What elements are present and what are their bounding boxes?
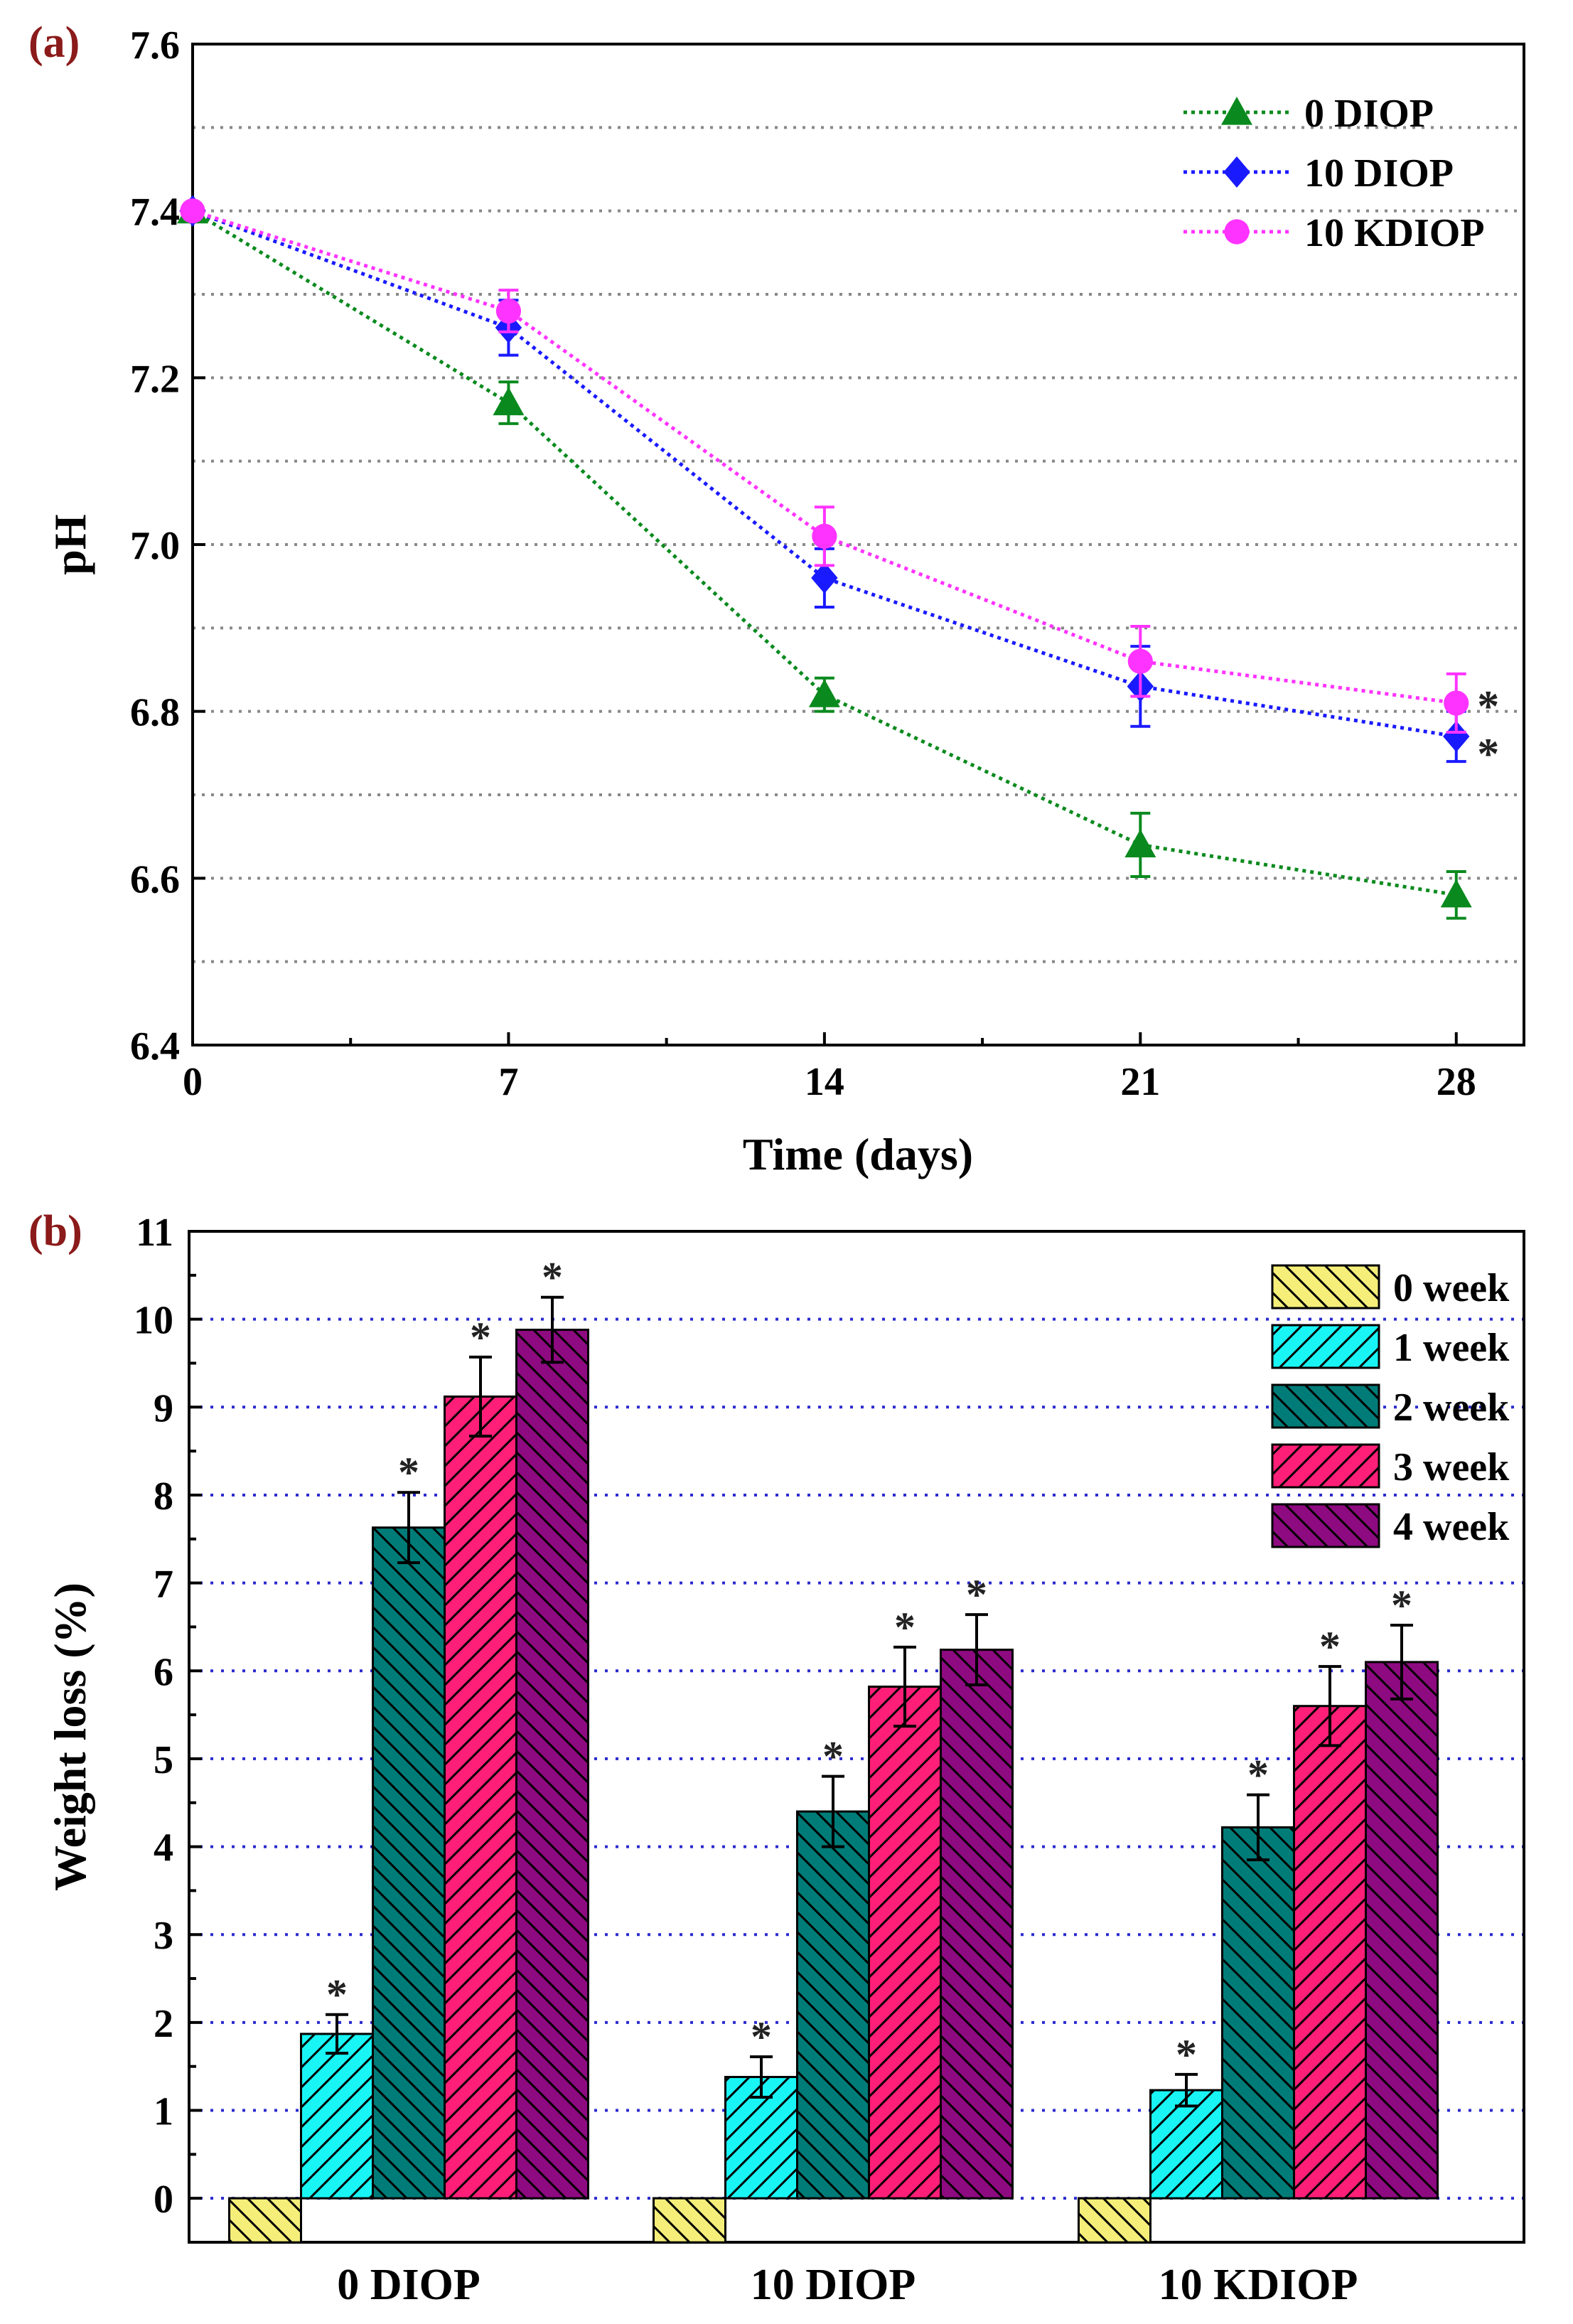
- y-tick-label: 9: [154, 1386, 173, 1430]
- bar: [1221, 1826, 1295, 2200]
- legend-label: 10 KDIOP: [1304, 211, 1485, 255]
- bar: [1365, 1661, 1439, 2200]
- triangle-marker: [1440, 879, 1472, 908]
- y-tick-label: 7.0: [130, 524, 180, 568]
- series-0-diop: 0 DIOP: [177, 92, 1472, 920]
- x-tick-label: 21: [1120, 1060, 1160, 1104]
- y-tick-label: 11: [136, 1211, 173, 1255]
- significance-mark: *: [894, 1604, 916, 1651]
- legend-swatch: [1271, 1324, 1380, 1369]
- diamond-marker: [1443, 720, 1470, 752]
- y-tick-label: 7: [154, 1563, 173, 1607]
- circle-marker: [1224, 219, 1250, 245]
- panel-label-a: (a): [28, 18, 80, 67]
- y-tick-label: 2: [154, 2002, 173, 2046]
- y-tick-label: 10: [134, 1299, 173, 1343]
- x-tick-label: 14: [805, 1060, 844, 1104]
- bar: [515, 1328, 589, 2200]
- y-tick-label: 8: [154, 1474, 173, 1519]
- x-tick-label: 7: [498, 1060, 518, 1104]
- y-tick-label: 6.8: [130, 691, 180, 735]
- y-tick-label: 7.6: [130, 23, 180, 68]
- bar-baseline-segment: [228, 2197, 302, 2244]
- legend-label: 10 DIOP: [1304, 151, 1454, 196]
- y-axis-title-b: Weight loss (%): [45, 1583, 95, 1891]
- legend-swatch: [1271, 1443, 1380, 1489]
- bar: [796, 1810, 870, 2200]
- bar: [444, 1395, 517, 2200]
- x-axis-title-a: Time (days): [743, 1129, 973, 1179]
- weight-loss-chart: (b) Weight loss (%) 0 1 2 3 4 5 6 7 8 9 10 11 0 DIOP…: [28, 1207, 1525, 2309]
- y-tick-label: 6.6: [130, 857, 180, 901]
- y-tick-label: 7.2: [130, 357, 180, 401]
- legend-label: 1 week: [1393, 1326, 1510, 1370]
- significance-mark: *: [398, 1449, 419, 1496]
- legend-label: 3 week: [1393, 1445, 1510, 1489]
- x-tick-label: 0: [183, 1060, 203, 1104]
- bar-baseline-segment: [1078, 2197, 1151, 2244]
- y-tick-label: 0: [154, 2178, 173, 2222]
- legend-swatch: [1271, 1503, 1380, 1548]
- bar: [1293, 1705, 1367, 2200]
- significance-mark: *: [1319, 1623, 1341, 1670]
- significance-mark: *: [542, 1254, 563, 1301]
- panel-label-b: (b): [28, 1207, 82, 1255]
- diamond-marker: [811, 562, 838, 594]
- significance-mark: *: [1477, 682, 1499, 731]
- circle-marker: [495, 298, 522, 324]
- legend-label: 0 DIOP: [1304, 92, 1434, 136]
- bar: [940, 1649, 1014, 2200]
- significance-mark: *: [1176, 2031, 1197, 2078]
- circle-marker: [1444, 690, 1469, 716]
- y-tick-label: 4: [154, 1826, 173, 1870]
- significance-mark: *: [1247, 1752, 1269, 1799]
- triangle-marker: [1221, 97, 1252, 125]
- significance-mark: *: [822, 1733, 844, 1780]
- significance-mark: *: [966, 1571, 987, 1618]
- y-tick-label: 6.4: [130, 1024, 180, 1069]
- y-tick-label: 1: [154, 2090, 173, 2134]
- y-axis-title-a: pH: [45, 514, 95, 574]
- significance-mark: *: [751, 2013, 772, 2060]
- plot-frame: [188, 1230, 1525, 2244]
- legend-label: 0 week: [1393, 1266, 1510, 1310]
- y-tick-label: 7.4: [130, 191, 180, 235]
- series-line: [192, 209, 1457, 739]
- bar: [300, 2033, 374, 2200]
- y-tick-label: 6: [154, 1650, 173, 1694]
- x-category-label: 10 DIOP: [751, 2261, 916, 2309]
- significance-mark: *: [1477, 730, 1499, 778]
- y-tick-label: 5: [154, 1738, 173, 1782]
- bar-baseline-segment: [653, 2197, 726, 2244]
- circle-marker: [180, 198, 205, 224]
- triangle-marker: [808, 679, 840, 707]
- diamond-marker: [1223, 156, 1250, 188]
- triangle-marker: [1124, 829, 1156, 857]
- triangle-marker: [493, 387, 525, 416]
- series-10-kdiop: * 10 KDIOP: [180, 198, 1499, 734]
- bar: [868, 1686, 942, 2200]
- legend-swatch: [1271, 1264, 1380, 1310]
- x-category-label: 0 DIOP: [337, 2261, 481, 2309]
- significance-mark: *: [470, 1314, 491, 1361]
- y-tick-label: 3: [154, 1914, 173, 1958]
- x-category-label: 10 KDIOP: [1159, 2261, 1358, 2309]
- bar: [372, 1526, 446, 2200]
- legend-swatch: [1271, 1383, 1380, 1429]
- circle-marker: [812, 523, 837, 549]
- legend-label: 2 week: [1393, 1386, 1510, 1430]
- legend-label: 4 week: [1393, 1505, 1510, 1549]
- ph-chart: (a) Time (days) pH 6.4 6.6 6.8 7.0 7.2 7.4 7.6…: [28, 18, 1525, 1179]
- x-tick-label: 28: [1437, 1060, 1476, 1104]
- significance-mark: *: [1391, 1582, 1412, 1629]
- significance-mark: *: [326, 1971, 348, 2018]
- circle-marker: [1127, 648, 1153, 674]
